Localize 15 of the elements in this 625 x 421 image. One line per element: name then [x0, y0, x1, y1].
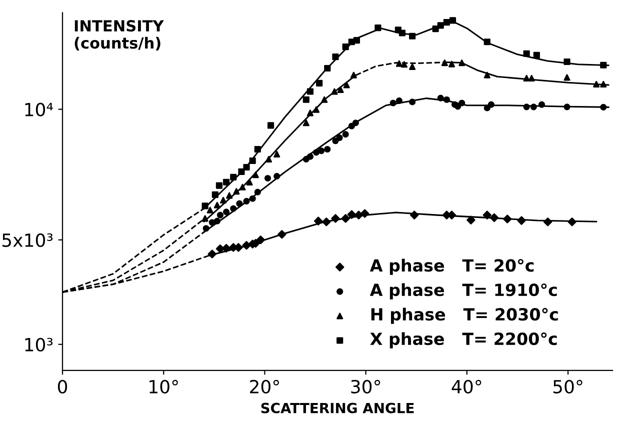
x-tick-label: 50° [553, 380, 582, 394]
y-tick-label: 5x10³ [2, 233, 53, 247]
x-tick-label: 40° [452, 380, 482, 394]
legend-label: A phase T= 20°c [370, 258, 534, 275]
legend-label: A phase T= 1910°c [370, 283, 557, 300]
x-tick-label: 20° [250, 380, 279, 394]
x-tick-label: 30° [351, 380, 380, 394]
x-axis-title: SCATTERING ANGLE [261, 402, 414, 414]
x-tick-label: 10° [150, 380, 178, 394]
legend-label: X phase T= 2200°c [370, 332, 557, 348]
y-tick-label: 10³ [25, 338, 53, 352]
x-tick-label: 0 [58, 380, 68, 394]
y-tick-label: 10⁴ [25, 102, 53, 116]
legend-label: H phase T= 2030°c [371, 308, 558, 324]
y-axis-title: INTENSITY (counts/h) [74, 20, 164, 51]
